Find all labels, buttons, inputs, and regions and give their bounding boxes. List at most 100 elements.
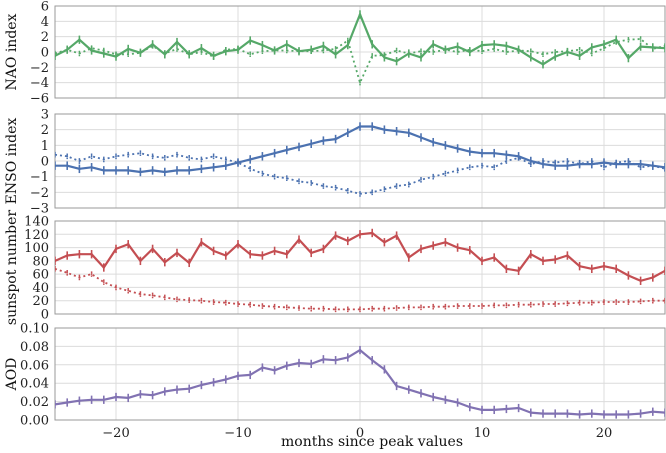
data-point (359, 193, 361, 195)
data-point (310, 142, 313, 145)
y-tick-label: 6 (41, 0, 49, 15)
data-point (395, 130, 398, 133)
data-point (249, 167, 252, 170)
data-point (163, 156, 166, 159)
data-point (493, 256, 496, 259)
data-point (358, 125, 362, 128)
y-tick-label: 0 (41, 308, 49, 323)
data-point (212, 249, 215, 253)
data-point (273, 175, 276, 178)
data-point (432, 43, 435, 46)
data-point (505, 44, 508, 48)
data-point (261, 172, 264, 175)
data-point (371, 54, 374, 57)
data-point (249, 253, 252, 256)
data-point (346, 43, 349, 47)
data-point (371, 359, 374, 362)
data-point (432, 305, 435, 308)
data-point (127, 47, 130, 51)
data-point (627, 413, 630, 416)
data-point (578, 54, 581, 58)
data-point (456, 246, 459, 249)
data-point (578, 301, 581, 304)
data-point (346, 39, 349, 42)
data-point (297, 145, 301, 149)
data-point (517, 303, 520, 306)
series-line-dotted (55, 267, 665, 311)
data-point (115, 286, 117, 289)
data-point (590, 52, 593, 55)
data-point (432, 175, 435, 178)
data-point (273, 151, 276, 155)
data-point (90, 273, 93, 276)
data-point (566, 254, 569, 257)
data-point (468, 166, 471, 169)
y-tick-label: 100 (24, 241, 49, 256)
data-point (371, 307, 374, 310)
y-axis-label: ENSO index (4, 118, 20, 205)
y-tick-label: 80 (32, 254, 49, 269)
data-point (200, 241, 203, 244)
data-point (163, 170, 166, 174)
data-point (603, 47, 605, 50)
data-point (407, 131, 410, 134)
data-point (188, 299, 191, 301)
data-point (359, 308, 361, 311)
data-point (78, 167, 81, 171)
y-tick-label: 120 (24, 228, 49, 243)
data-point (602, 43, 606, 46)
y-axis-label: NAO index (4, 13, 20, 90)
data-point (481, 50, 483, 53)
data-point (127, 53, 130, 56)
data-point (55, 153, 56, 156)
y-axis-label: sunspot number (4, 210, 20, 325)
data-point (627, 38, 630, 41)
data-point (188, 156, 191, 159)
panel-frame (54, 327, 666, 421)
data-point (55, 164, 57, 167)
data-point (298, 180, 300, 183)
data-point (55, 267, 56, 270)
y-tick-label: −2 (30, 186, 49, 201)
x-tick-label: 20 (596, 426, 613, 441)
data-point (102, 398, 106, 401)
data-point (310, 251, 313, 255)
data-point (419, 392, 423, 395)
data-point (175, 40, 179, 44)
data-point (151, 393, 154, 397)
data-point (322, 44, 325, 48)
data-point (358, 233, 362, 236)
data-point (78, 160, 81, 162)
data-point (395, 307, 398, 309)
data-point (78, 399, 81, 402)
data-point (664, 167, 665, 170)
data-point (554, 303, 557, 305)
data-point (237, 161, 239, 164)
data-point (322, 49, 325, 52)
data-point (493, 43, 496, 46)
data-point (322, 247, 325, 251)
data-point (566, 412, 569, 415)
data-point (188, 261, 191, 265)
y-tick-label: −2 (30, 61, 49, 76)
data-point (224, 301, 227, 304)
data-point (102, 158, 105, 161)
y-tick-label: −1 (30, 170, 49, 185)
data-point (90, 47, 93, 50)
data-point (334, 308, 337, 311)
data-point (127, 396, 130, 400)
y-tick-label: 1 (41, 139, 49, 154)
data-point (285, 177, 288, 180)
data-point (66, 401, 69, 404)
data-point (285, 306, 288, 309)
data-point (456, 169, 459, 172)
data-point (224, 378, 227, 381)
data-point (383, 368, 386, 371)
data-point (200, 51, 203, 53)
data-point (358, 13, 362, 16)
data-point (371, 231, 374, 235)
data-point (456, 51, 459, 53)
data-point (615, 161, 618, 164)
data-point (383, 307, 386, 310)
data-point (590, 46, 593, 49)
